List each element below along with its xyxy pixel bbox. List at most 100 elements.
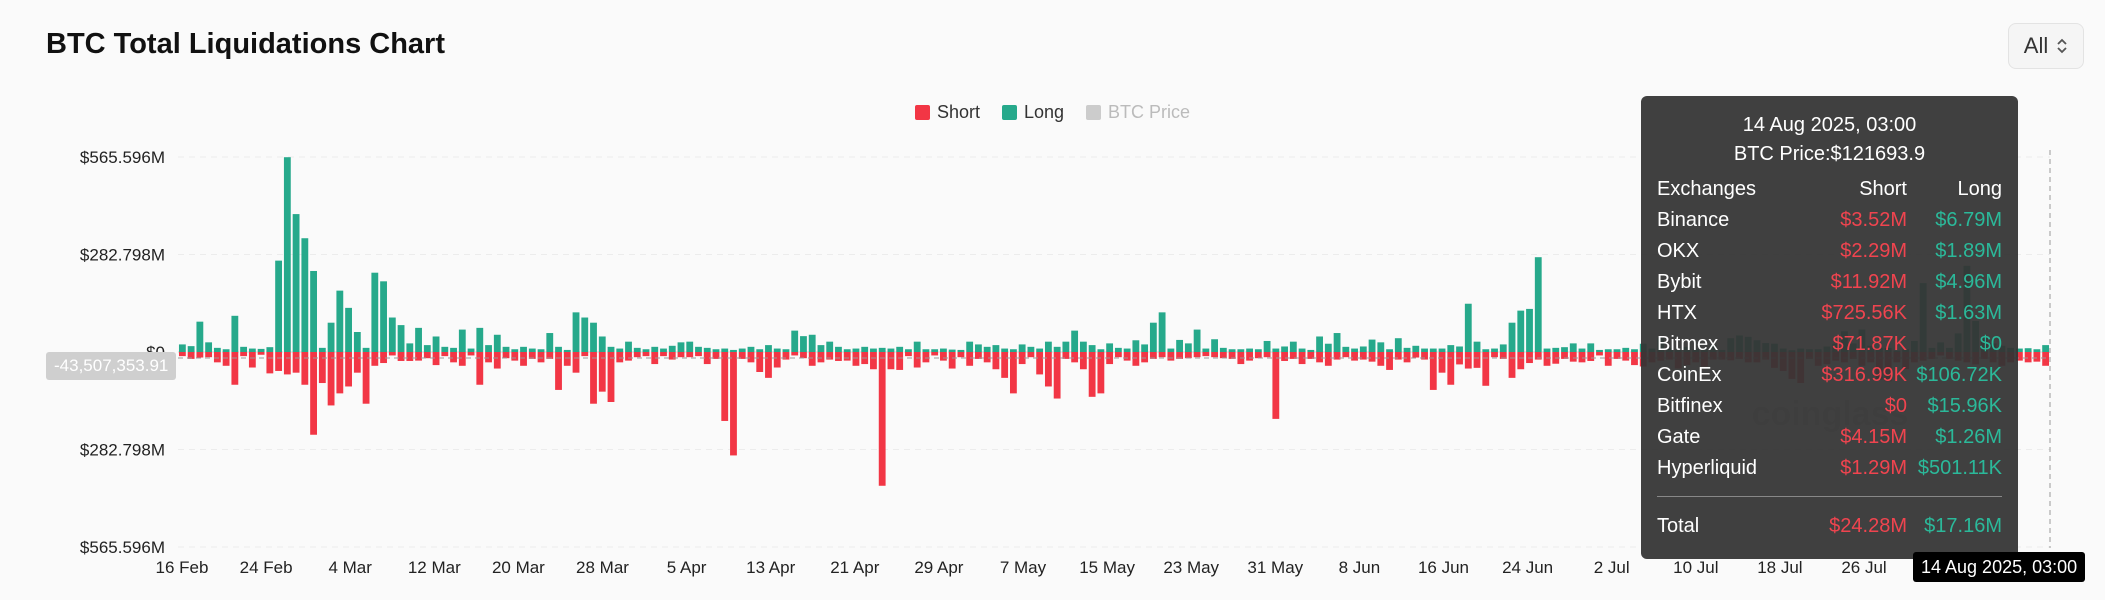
bar-short[interactable] bbox=[1377, 352, 1385, 366]
bar-long[interactable] bbox=[1001, 348, 1009, 352]
bar-short[interactable] bbox=[1246, 352, 1254, 361]
bar-long[interactable] bbox=[1176, 339, 1184, 352]
bar-short[interactable] bbox=[1289, 352, 1297, 359]
bar-long[interactable] bbox=[1053, 346, 1061, 352]
bar-short[interactable] bbox=[467, 352, 475, 356]
bar-long[interactable] bbox=[1141, 344, 1149, 352]
bar-short[interactable] bbox=[187, 352, 195, 359]
bar-short[interactable] bbox=[940, 352, 947, 361]
bar-short[interactable] bbox=[1596, 352, 1603, 356]
bar-long[interactable] bbox=[1473, 341, 1481, 352]
bar-long[interactable] bbox=[1351, 348, 1358, 352]
bar-long[interactable] bbox=[940, 348, 947, 352]
bar-long[interactable] bbox=[2033, 349, 2041, 352]
bar-long[interactable] bbox=[616, 348, 624, 352]
bar-long[interactable] bbox=[380, 281, 387, 352]
bar-short[interactable] bbox=[213, 352, 221, 363]
bar-short[interactable] bbox=[1219, 352, 1227, 359]
bar-short[interactable] bbox=[1368, 352, 1376, 362]
bar-long[interactable] bbox=[1631, 349, 1638, 352]
bar-long[interactable] bbox=[1464, 303, 1472, 352]
bar-short[interactable] bbox=[528, 352, 536, 359]
bar-short[interactable] bbox=[870, 352, 877, 370]
bar-long[interactable] bbox=[1386, 349, 1393, 352]
bar-long[interactable] bbox=[1596, 349, 1603, 352]
bar-short[interactable] bbox=[1429, 352, 1437, 390]
bar-long[interactable] bbox=[520, 346, 527, 352]
bar-short[interactable] bbox=[1088, 352, 1096, 397]
bar-short[interactable] bbox=[353, 352, 361, 373]
bar-short[interactable] bbox=[808, 352, 816, 366]
bar-long[interactable] bbox=[1036, 348, 1044, 352]
bar-long[interactable] bbox=[283, 157, 291, 352]
bar-short[interactable] bbox=[441, 352, 449, 357]
bar-short[interactable] bbox=[1631, 352, 1638, 366]
bar-short[interactable] bbox=[222, 352, 230, 366]
bar-short[interactable] bbox=[1613, 352, 1621, 359]
bar-short[interactable] bbox=[1036, 352, 1044, 375]
bar-short[interactable] bbox=[196, 352, 204, 358]
bar-long[interactable] bbox=[598, 336, 606, 352]
bar-long[interactable] bbox=[1438, 348, 1446, 352]
bar-long[interactable] bbox=[922, 349, 930, 352]
bar-long[interactable] bbox=[756, 349, 764, 352]
bar-long[interactable] bbox=[607, 346, 615, 352]
bar-short[interactable] bbox=[730, 352, 737, 456]
bar-long[interactable] bbox=[1298, 348, 1306, 352]
bar-short[interactable] bbox=[301, 352, 309, 385]
bar-long[interactable] bbox=[843, 349, 851, 352]
bar-short[interactable] bbox=[240, 352, 248, 357]
bar-short[interactable] bbox=[1394, 352, 1402, 360]
bar-long[interactable] bbox=[537, 349, 545, 352]
bar-long[interactable] bbox=[1456, 346, 1463, 352]
bar-short[interactable] bbox=[590, 352, 597, 404]
bar-short[interactable] bbox=[931, 352, 939, 356]
bar-short[interactable] bbox=[695, 352, 702, 357]
bar-long[interactable] bbox=[1517, 310, 1525, 352]
bar-short[interactable] bbox=[642, 352, 650, 357]
bar-long[interactable] bbox=[590, 322, 597, 352]
bar-short[interactable] bbox=[257, 352, 265, 355]
bar-long[interactable] bbox=[1228, 349, 1236, 352]
bar-long[interactable] bbox=[502, 346, 510, 352]
bar-short[interactable] bbox=[1307, 352, 1315, 359]
bar-short[interactable] bbox=[1281, 352, 1288, 361]
bar-short[interactable] bbox=[765, 352, 772, 378]
bar-short[interactable] bbox=[843, 352, 851, 361]
bar-long[interactable] bbox=[1114, 347, 1122, 352]
bar-long[interactable] bbox=[1604, 349, 1612, 352]
bar-long[interactable] bbox=[1272, 348, 1280, 352]
range-select[interactable]: All bbox=[2008, 23, 2084, 69]
bar-long[interactable] bbox=[905, 349, 912, 352]
bar-short[interactable] bbox=[458, 352, 466, 366]
bar-short[interactable] bbox=[878, 352, 886, 486]
bar-long[interactable] bbox=[1167, 348, 1175, 352]
bar-short[interactable] bbox=[397, 352, 405, 361]
bar-short[interactable] bbox=[1263, 352, 1271, 358]
bar-long[interactable] bbox=[913, 341, 921, 352]
bar-long[interactable] bbox=[2042, 345, 2050, 352]
bar-long[interactable] bbox=[712, 349, 720, 352]
bar-long[interactable] bbox=[572, 312, 580, 352]
bar-short[interactable] bbox=[371, 352, 379, 366]
bar-long[interactable] bbox=[800, 336, 807, 352]
bar-long[interactable] bbox=[1263, 340, 1271, 352]
bar-short[interactable] bbox=[1027, 352, 1035, 358]
bar-long[interactable] bbox=[826, 341, 834, 352]
bar-short[interactable] bbox=[231, 352, 239, 385]
bar-short[interactable] bbox=[450, 352, 457, 363]
bar-short[interactable] bbox=[1543, 352, 1551, 366]
bar-short[interactable] bbox=[292, 352, 300, 373]
bar-short[interactable] bbox=[178, 352, 186, 357]
bar-long[interactable] bbox=[476, 327, 484, 352]
bar-long[interactable] bbox=[651, 346, 659, 352]
bar-short[interactable] bbox=[1062, 352, 1070, 359]
bar-long[interactable] bbox=[966, 341, 974, 352]
bar-long[interactable] bbox=[817, 345, 825, 352]
bar-short[interactable] bbox=[668, 352, 676, 360]
bar-short[interactable] bbox=[703, 352, 711, 365]
bar-short[interactable] bbox=[756, 352, 764, 372]
bar-short[interactable] bbox=[1561, 352, 1568, 359]
bar-long[interactable] bbox=[1342, 346, 1350, 352]
bar-short[interactable] bbox=[2024, 352, 2032, 363]
